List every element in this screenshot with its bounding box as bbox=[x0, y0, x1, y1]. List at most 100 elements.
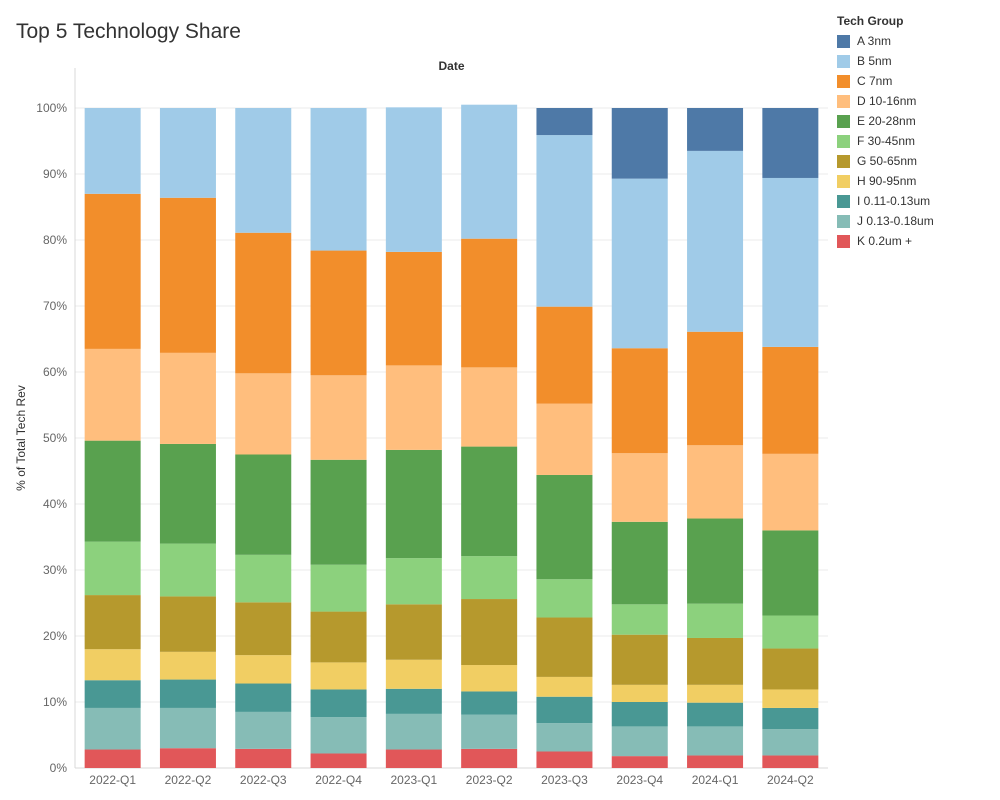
legend-item[interactable]: K 0.2um + bbox=[837, 231, 934, 251]
x-tick-label: 2022-Q4 bbox=[315, 773, 362, 787]
bar-segment-d bbox=[310, 375, 367, 460]
bar-segment-a bbox=[687, 108, 744, 151]
bar-segment-b bbox=[687, 150, 744, 332]
bar-segment-i bbox=[84, 680, 141, 708]
bar-segment-j bbox=[310, 717, 367, 754]
bar-segment-g bbox=[687, 637, 744, 685]
legend-item[interactable]: F 30-45nm bbox=[837, 131, 934, 151]
legend-item[interactable]: G 50-65nm bbox=[837, 151, 934, 171]
bar-segment-j bbox=[84, 707, 141, 750]
legend-item[interactable]: A 3nm bbox=[837, 31, 934, 51]
legend-swatch bbox=[837, 234, 850, 248]
y-tick-label: 10% bbox=[43, 695, 67, 709]
legend-item[interactable]: D 10-16nm bbox=[837, 91, 934, 111]
y-tick-label: 40% bbox=[43, 497, 67, 511]
x-tick-label: 2023-Q4 bbox=[616, 773, 663, 787]
bar-segment-h bbox=[310, 662, 367, 690]
legend-item[interactable]: J 0.13-0.18um bbox=[837, 211, 934, 231]
legend-swatch bbox=[837, 194, 850, 208]
legend-label: J 0.13-0.18um bbox=[857, 214, 934, 228]
bar-segment-a bbox=[762, 108, 819, 178]
bar-segment-b bbox=[159, 108, 216, 198]
bar-segment-h bbox=[385, 659, 442, 689]
x-tick-label: 2024-Q1 bbox=[692, 773, 739, 787]
bar-segment-k bbox=[385, 749, 442, 768]
bar-segment-i bbox=[385, 688, 442, 714]
legend-label: H 90-95nm bbox=[857, 174, 917, 188]
bar-segment-e bbox=[762, 530, 819, 616]
legend-swatch bbox=[837, 154, 850, 168]
bar-segment-g bbox=[611, 634, 668, 685]
bar-segment-h bbox=[687, 684, 744, 703]
legend-title: Tech Group bbox=[837, 14, 904, 28]
y-tick-label: 0% bbox=[50, 761, 68, 775]
bar-segment-k bbox=[762, 755, 819, 768]
x-tick-label: 2023-Q2 bbox=[466, 773, 513, 787]
bar-segment-f bbox=[385, 558, 442, 605]
bar-segment-k bbox=[84, 749, 141, 768]
legend-swatch bbox=[837, 214, 850, 228]
bar-segment-g bbox=[84, 595, 141, 650]
bar-segment-j bbox=[159, 707, 216, 749]
bar-segment-g bbox=[310, 611, 367, 663]
bar-segment-j bbox=[611, 726, 668, 757]
bar-segment-e bbox=[611, 521, 668, 605]
y-tick-label: 70% bbox=[43, 299, 67, 313]
bar-segment-b bbox=[461, 104, 518, 239]
legend-item[interactable]: I 0.11-0.13um bbox=[837, 191, 934, 211]
bar-segment-i bbox=[159, 679, 216, 708]
legend-item[interactable]: H 90-95nm bbox=[837, 171, 934, 191]
bar-segment-g bbox=[159, 596, 216, 652]
legend-item[interactable]: C 7nm bbox=[837, 71, 934, 91]
bar-segment-d bbox=[611, 453, 668, 522]
bar-segment-c bbox=[159, 197, 216, 353]
x-tick-label: 2023-Q3 bbox=[541, 773, 588, 787]
y-tick-label: 50% bbox=[43, 431, 67, 445]
legend-swatch bbox=[837, 114, 850, 128]
y-tick-label: 60% bbox=[43, 365, 67, 379]
bar-segment-e bbox=[310, 459, 367, 565]
bar-segment-b bbox=[536, 135, 593, 307]
x-tick-label: 2023-Q1 bbox=[390, 773, 437, 787]
bar-segment-i bbox=[310, 689, 367, 718]
legend-label: K 0.2um + bbox=[857, 234, 913, 248]
legend-swatch bbox=[837, 54, 850, 68]
bar-segment-f bbox=[159, 543, 216, 597]
chart-title: Top 5 Technology Share bbox=[16, 20, 241, 43]
bar-segment-k bbox=[611, 756, 668, 768]
legend: Tech Group A 3nm B 5nm C 7nm D 10-16nm E 20-… bbox=[837, 14, 934, 251]
y-tick-label: 20% bbox=[43, 629, 67, 643]
bar-segment-h bbox=[461, 665, 518, 692]
legend-label: I 0.11-0.13um bbox=[857, 194, 931, 208]
bar-segment-d bbox=[687, 445, 744, 519]
bar-segment-i bbox=[461, 691, 518, 715]
legend-label: C 7nm bbox=[857, 74, 893, 88]
bar-segment-h bbox=[84, 649, 141, 681]
legend-swatch bbox=[837, 74, 850, 88]
legend-swatch bbox=[837, 134, 850, 148]
legend-item[interactable]: E 20-28nm bbox=[837, 111, 934, 131]
bar-segment-e bbox=[536, 474, 593, 580]
bar-segment-f bbox=[235, 554, 292, 603]
bar-segment-e bbox=[385, 449, 442, 559]
bar-segment-a bbox=[536, 108, 593, 136]
bar-segment-g bbox=[536, 617, 593, 677]
bar-segment-j bbox=[235, 711, 292, 749]
bar-segment-j bbox=[762, 729, 819, 756]
bar-segment-e bbox=[84, 440, 141, 542]
bar-segment-d bbox=[536, 403, 593, 475]
bar-segment-c bbox=[461, 238, 518, 368]
bar-segment-c bbox=[235, 232, 292, 374]
bar-segment-f bbox=[762, 615, 819, 649]
bar-segment-c bbox=[762, 346, 819, 454]
bar-segment-d bbox=[235, 373, 292, 455]
bar-segment-c bbox=[536, 306, 593, 404]
y-tick-label: 90% bbox=[43, 167, 67, 181]
y-tick-label: 80% bbox=[43, 233, 67, 247]
bar-segment-b bbox=[235, 108, 292, 233]
legend-label: D 10-16nm bbox=[857, 94, 917, 108]
legend-item[interactable]: B 5nm bbox=[837, 51, 934, 71]
bar-segment-b bbox=[762, 177, 819, 347]
x-tick-label: 2022-Q3 bbox=[240, 773, 287, 787]
bar-segment-j bbox=[461, 714, 518, 749]
